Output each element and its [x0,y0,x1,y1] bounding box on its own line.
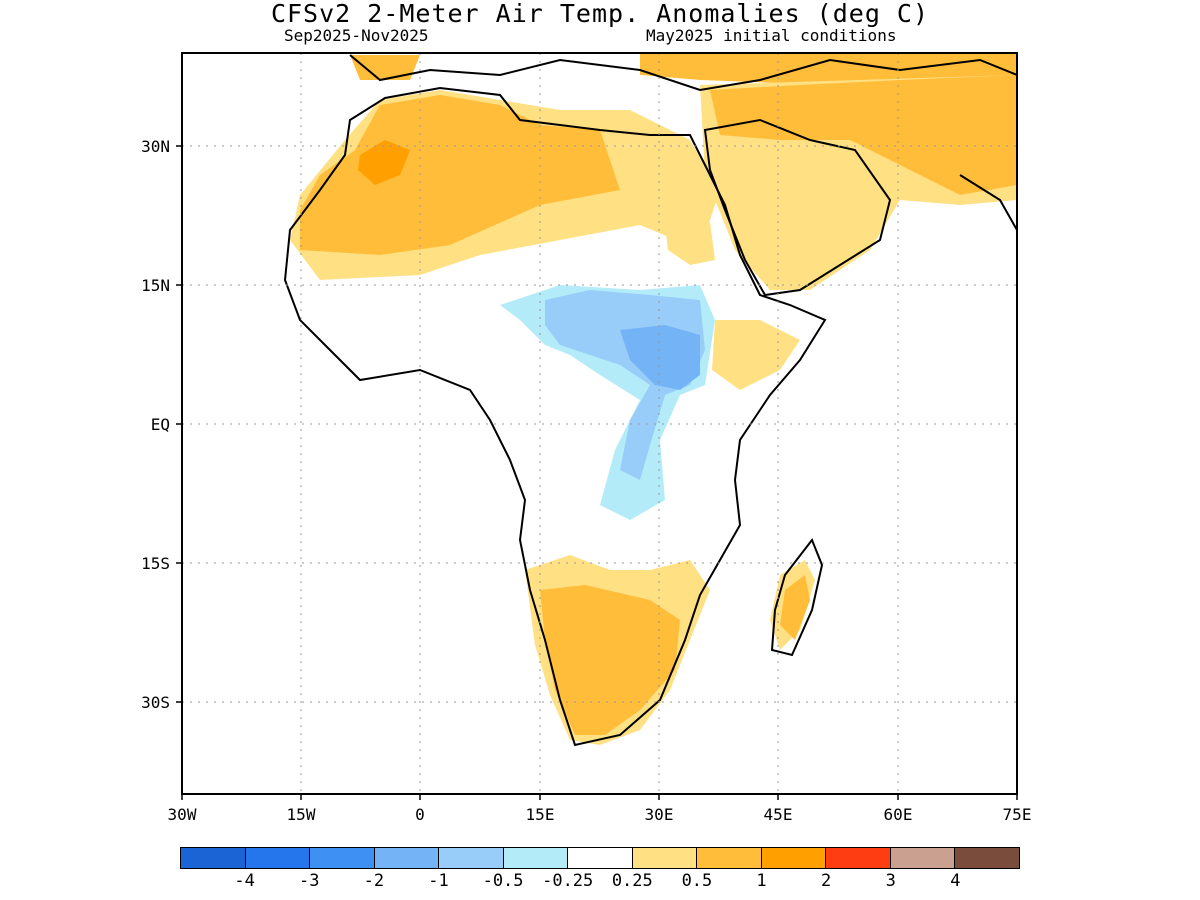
europe-coastline [349,54,1017,92]
colorbar-swatch [826,848,891,868]
colorbar-label: 2 [821,871,832,891]
anomaly-madagascar-core [780,575,810,640]
colorbar-swatch [503,848,569,868]
colorbar-swatch [697,848,762,868]
colorbar-swatch [439,848,504,868]
anomaly-iran-core [710,75,1017,195]
colorbar-swatch [890,848,956,868]
x-tick-label: 15E [526,805,555,824]
forecast-period: Sep2025-Nov2025 [284,26,429,45]
chart-title: CFSv2 2-Meter Air Temp. Anomalies (deg C… [270,0,930,28]
colorbar-swatch [761,848,827,868]
x-tick-label: 30E [645,805,674,824]
x-tick-label: 75E [1003,805,1032,824]
colorbar-label: -3 [298,871,320,891]
colorbar-label: -1 [428,871,449,891]
colorbar-swatch [955,848,1019,868]
anomaly-horn [712,320,800,390]
colorbar-label: -0.25 [542,871,594,891]
y-tick-label: 30N [141,137,170,156]
madagascar-coastline [770,538,824,657]
colorbar-label: 0.5 [681,871,713,891]
colorbar-swatch [310,848,375,868]
colorbar-swatch [632,848,698,868]
colorbar-swatch [374,848,440,868]
x-tick-label: 60E [884,805,913,824]
x-tick-label: 45E [764,805,793,824]
colorbar-label: 3 [885,871,896,891]
africa-coastline [283,86,827,747]
arabia-coastline [703,118,892,297]
anomaly-southern-africa-core [540,585,680,735]
initial-conditions: May2025 initial conditions [646,26,897,45]
y-tick-label: EQ [151,415,170,434]
colorbar-label: -0.5 [482,871,524,891]
colorbar [180,847,1020,869]
coastlines [283,54,1017,747]
x-tick-label: 15W [287,805,316,824]
colorbar-swatch [181,848,246,868]
gridlines [182,53,1017,794]
x-tick-label: 30W [168,805,197,824]
y-tick-label: 15S [141,554,170,573]
y-tick-label: 15N [141,276,170,295]
anomaly-europe-strip [350,55,420,80]
anomaly-south-sudan-cold [620,325,700,390]
x-tick-label: 0 [415,805,425,824]
tick-marks [176,145,1018,800]
colorbar-label: -2 [363,871,385,891]
anomaly-shading [290,53,1017,745]
anomaly-morocco-hot [358,140,410,185]
colorbar-swatch [568,848,633,868]
anomaly-europe-east [640,53,1017,85]
colorbar-label: 0.25 [611,871,653,891]
colorbar-label: 1 [756,871,767,891]
anomaly-sudan-patch [665,222,715,265]
y-tick-label: 30S [141,693,170,712]
colorbar-label: 4 [950,871,961,891]
india-coastline [959,174,1017,231]
colorbar-label: -4 [234,871,255,891]
colorbar-swatch [245,848,311,868]
